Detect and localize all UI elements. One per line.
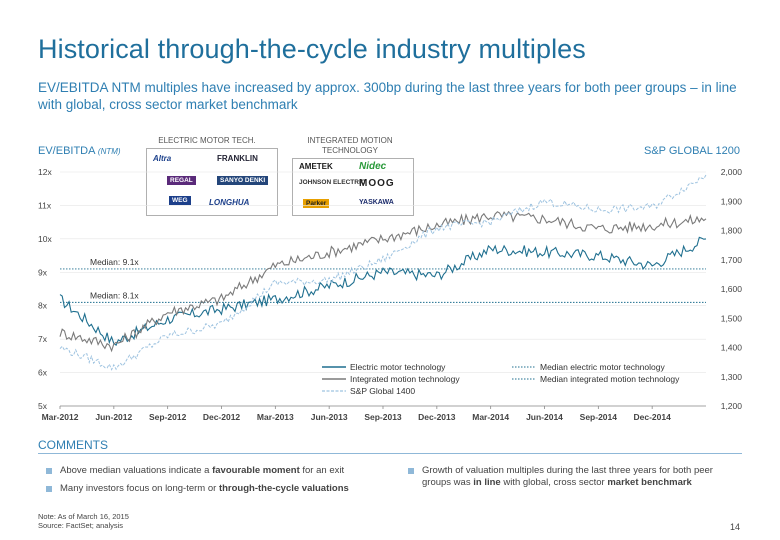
logo-nidec: Nidec — [359, 161, 387, 172]
x-tick-label: Sep-2013 — [364, 412, 402, 422]
logo-weg: WEG — [169, 196, 191, 205]
comment-bullet-2: Many investors focus on long-term or thr… — [46, 483, 390, 495]
comments-title: COMMENTS — [38, 438, 108, 452]
y2-tick-label: 2,000 — [721, 167, 743, 177]
comment-3-bold-a: in line — [473, 477, 501, 488]
y2-tick-label: 1,500 — [721, 313, 743, 323]
x-tick-label: Jun-2013 — [311, 412, 348, 422]
y2-tick-label: 1,800 — [721, 226, 743, 236]
comment-bullet-3: Growth of valuation multiples during the… — [408, 465, 744, 489]
y-tick-label: 6x — [38, 368, 48, 378]
page-number: 14 — [729, 522, 740, 532]
page-title: Historical through-the-cycle industry mu… — [38, 34, 586, 64]
x-tick-label: Mar-2014 — [472, 412, 509, 422]
x-tick-label: Jun-2014 — [526, 412, 563, 422]
comment-1-text: Above median valuations indicate a — [60, 465, 213, 476]
y-tick-label: 8x — [38, 301, 48, 311]
x-tick-label: Dec-2013 — [418, 412, 456, 422]
comment-1-bold: favourable moment — [212, 465, 300, 476]
y-tick-label: 12x — [38, 167, 52, 177]
logo-group-electric: Altra FRANKLIN REGAL SANYO DENKI WEG LON… — [146, 148, 278, 216]
logo-franklin: FRANKLIN — [217, 154, 258, 163]
logo-ametek: AMETEK — [299, 162, 333, 171]
logo-parker: Parker — [303, 199, 330, 208]
footnote-date: Note: As of March 16, 2015 — [38, 512, 129, 521]
y-tick-label: 11x — [38, 200, 52, 210]
legend-label: Integrated motion technology — [350, 374, 460, 384]
footnote-source: Source: FactSet; analysis — [38, 521, 124, 530]
y2-tick-label: 1,300 — [721, 372, 743, 382]
series-sp-line — [59, 174, 707, 371]
footnote: Note: As of March 16, 2015 Source: FactS… — [38, 512, 129, 530]
series-integrated-line — [59, 210, 707, 353]
x-tick-label: Dec-2012 — [203, 412, 241, 422]
x-tick-label: Sep-2014 — [580, 412, 618, 422]
legend-label: Median electric motor technology — [540, 362, 665, 372]
x-tick-label: Mar-2012 — [42, 412, 79, 422]
left-axis-title-main: EV/EBITDA — [38, 145, 95, 157]
y2-tick-label: 1,900 — [721, 196, 743, 206]
logo-sanyo: SANYO DENKI — [217, 176, 269, 185]
comment-3-bold-b: market benchmark — [607, 477, 692, 488]
y-tick-label: 7x — [38, 334, 48, 344]
logo-group-electric-title: ELECTRIC MOTOR TECH. — [158, 136, 256, 145]
y-tick-label: 5x — [38, 401, 48, 411]
logo-regal: REGAL — [167, 176, 196, 185]
legend-label: Median integrated motion technology — [540, 374, 680, 384]
comment-2-bold: through-the-cycle valuations — [218, 483, 349, 494]
logo-johnson: JOHNSON ELECTRIC — [299, 179, 366, 186]
x-tick-label: Sep-2012 — [149, 412, 187, 422]
y-tick-label: 9x — [38, 267, 48, 277]
comments-divider — [38, 453, 742, 454]
comment-1-tail: for an exit — [299, 465, 345, 476]
left-axis-title-small: (NTM) — [97, 147, 121, 156]
comment-2-text: Many investors focus on long-term or — [60, 483, 219, 494]
x-tick-label: Dec-2014 — [633, 412, 671, 422]
logo-moog: MOOG — [359, 178, 395, 189]
logo-group-integrated-title: INTEGRATED MOTION TECHNOLOGY — [307, 136, 393, 155]
series-electric-line — [59, 236, 707, 346]
y2-tick-label: 1,700 — [721, 255, 743, 265]
legend-label: Electric motor technology — [350, 362, 446, 372]
legend-label: S&P Global 1400 — [350, 386, 415, 396]
x-tick-label: Mar-2013 — [257, 412, 294, 422]
left-axis-title: EV/EBITDA (NTM) — [38, 145, 121, 157]
right-axis-title: S&P GLOBAL 1200 — [643, 145, 740, 157]
x-tick-label: Jun-2012 — [95, 412, 132, 422]
logo-yaskawa: YASKAWA — [359, 199, 394, 206]
median-label: Median: 8.1x — [90, 290, 139, 300]
y2-tick-label: 1,200 — [721, 401, 743, 411]
logo-altra: Altra — [153, 154, 172, 163]
y2-tick-label: 1,400 — [721, 343, 743, 353]
y-tick-label: 10x — [38, 234, 52, 244]
logo-longhua: LONGHUA — [209, 198, 250, 207]
logo-group-integrated: AMETEK Nidec JOHNSON ELECTRIC MOOG Parke… — [292, 158, 414, 216]
comment-3-mid: with global, cross sector — [500, 477, 608, 488]
page-subtitle: EV/EBITDA NTM multiples have increased b… — [38, 80, 737, 112]
comment-3-text: Growth of valuation multiples during the… — [422, 465, 713, 488]
y2-tick-label: 1,600 — [721, 284, 743, 294]
comment-bullet-1: Above median valuations indicate a favou… — [46, 465, 390, 477]
median-label: Median: 9.1x — [90, 257, 139, 267]
